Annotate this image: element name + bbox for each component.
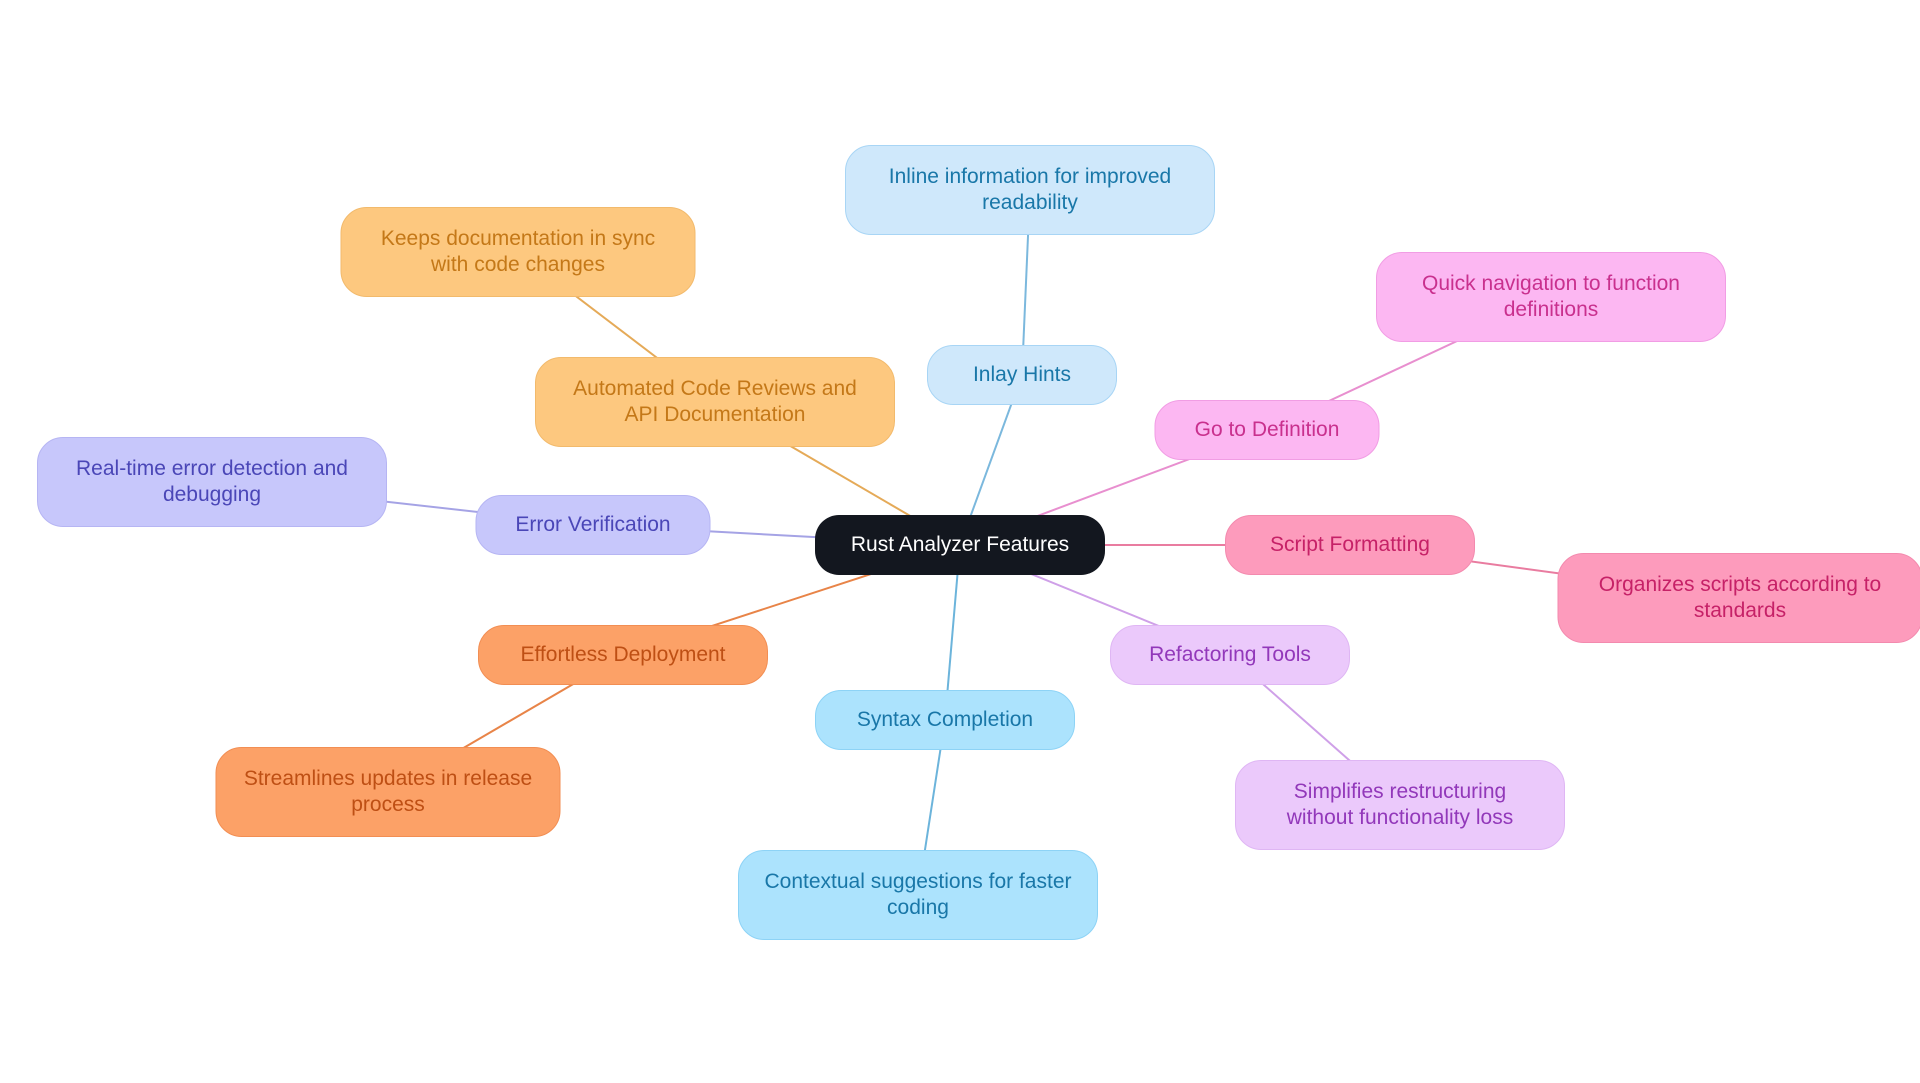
node-label: Syntax Completion bbox=[857, 707, 1033, 733]
node-label: Go to Definition bbox=[1195, 417, 1340, 443]
node-label: Script Formatting bbox=[1270, 532, 1430, 558]
node-inlay: Inlay Hints bbox=[927, 345, 1117, 405]
node-label: Rust Analyzer Features bbox=[851, 532, 1069, 558]
node-syntax-leaf: Contextual suggestions for faster coding bbox=[738, 850, 1098, 940]
node-refactor: Refactoring Tools bbox=[1110, 625, 1350, 685]
node-label: Inline information for improved readabil… bbox=[870, 164, 1190, 217]
node-label: Inlay Hints bbox=[973, 362, 1071, 388]
node-refactor-leaf: Simplifies restructuring without functio… bbox=[1235, 760, 1565, 850]
node-label: Contextual suggestions for faster coding bbox=[763, 869, 1073, 922]
node-root: Rust Analyzer Features bbox=[815, 515, 1105, 575]
node-docs: Automated Code Reviews and API Documenta… bbox=[535, 357, 895, 447]
node-deploy-leaf: Streamlines updates in release process bbox=[216, 747, 561, 837]
node-label: Streamlines updates in release process bbox=[241, 766, 536, 819]
node-goto-leaf: Quick navigation to function definitions bbox=[1376, 252, 1726, 342]
node-label: Error Verification bbox=[515, 512, 670, 538]
node-label: Keeps documentation in sync with code ch… bbox=[366, 226, 671, 279]
node-format: Script Formatting bbox=[1225, 515, 1475, 575]
node-docs-leaf: Keeps documentation in sync with code ch… bbox=[341, 207, 696, 297]
node-syntax: Syntax Completion bbox=[815, 690, 1075, 750]
node-label: Organizes scripts according to standards bbox=[1583, 572, 1898, 625]
node-error: Error Verification bbox=[476, 495, 711, 555]
node-label: Effortless Deployment bbox=[520, 642, 725, 668]
node-error-leaf: Real-time error detection and debugging bbox=[37, 437, 387, 527]
node-inlay-leaf: Inline information for improved readabil… bbox=[845, 145, 1215, 235]
node-label: Refactoring Tools bbox=[1149, 642, 1311, 668]
node-goto: Go to Definition bbox=[1155, 400, 1380, 460]
node-format-leaf: Organizes scripts according to standards bbox=[1558, 553, 1920, 643]
node-label: Quick navigation to function definitions bbox=[1401, 271, 1701, 324]
node-label: Real-time error detection and debugging bbox=[62, 456, 362, 509]
node-label: Simplifies restructuring without functio… bbox=[1260, 779, 1540, 832]
node-label: Automated Code Reviews and API Documenta… bbox=[560, 376, 870, 429]
node-deploy: Effortless Deployment bbox=[478, 625, 768, 685]
